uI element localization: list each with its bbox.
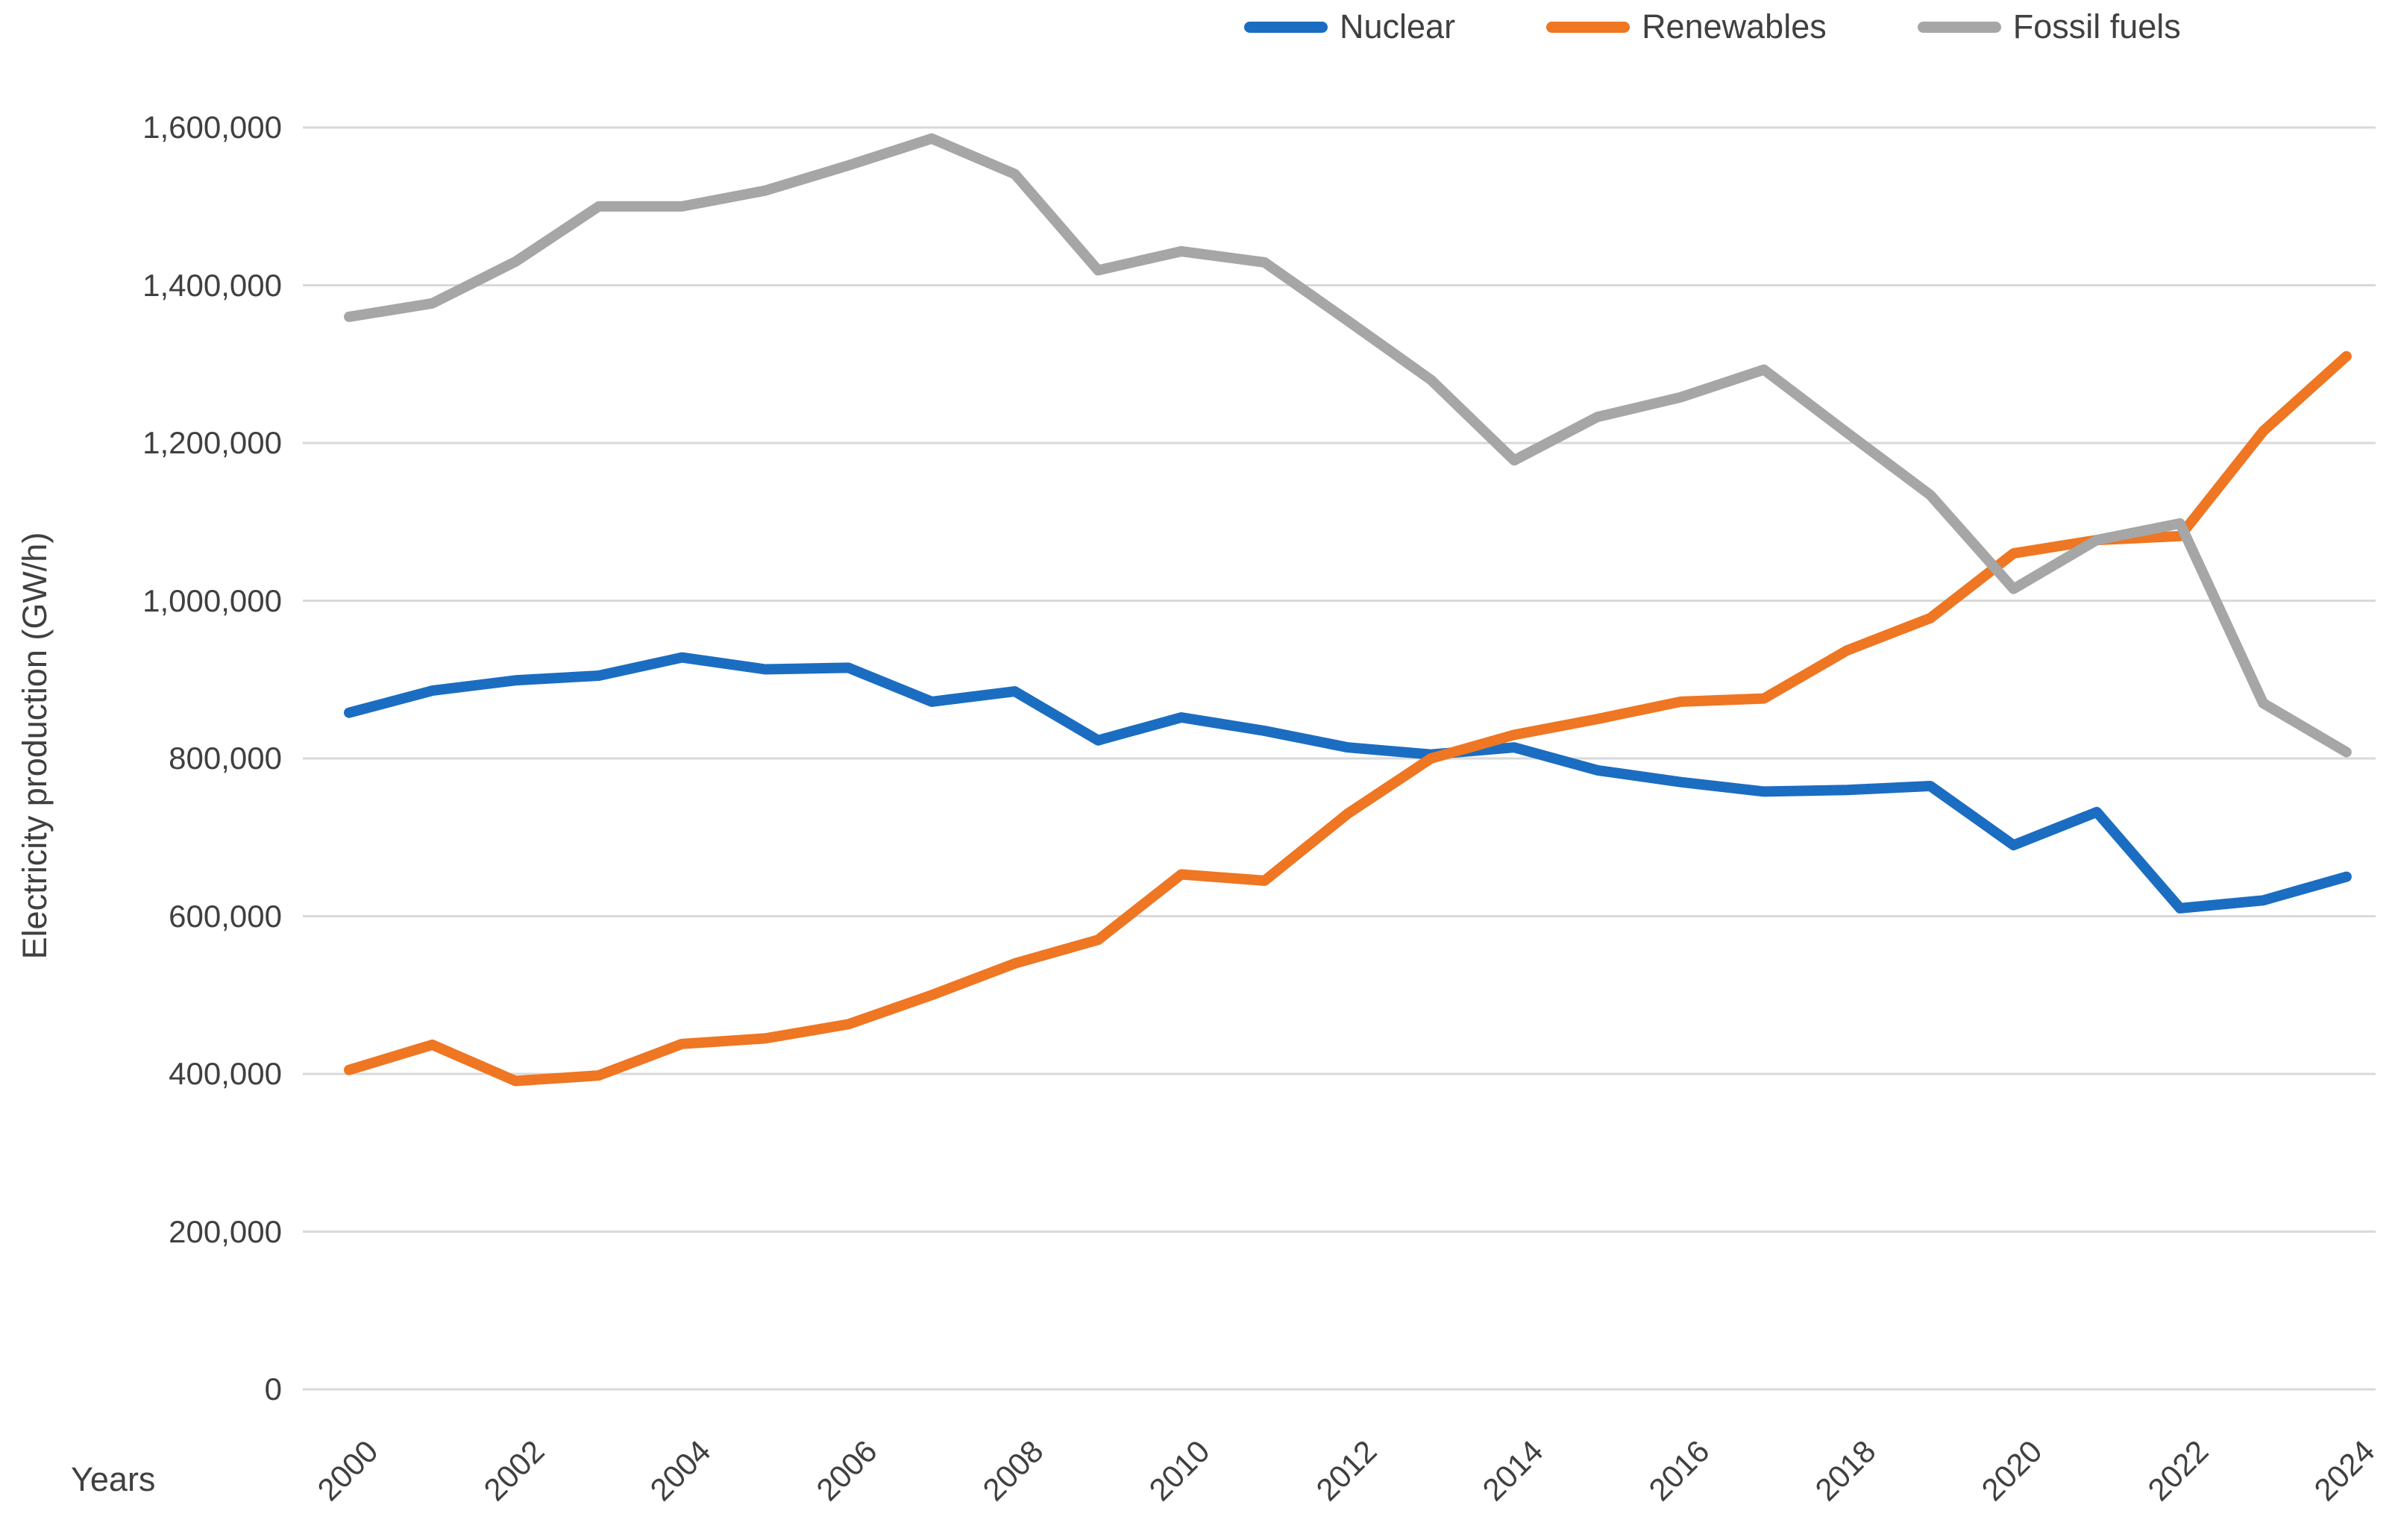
renewables-series-line[interactable] xyxy=(344,351,2352,1087)
y-tick-label: 400,000 xyxy=(169,1056,282,1091)
legend: Nuclear Renewables Fossil fuels xyxy=(1244,7,2181,46)
fossil-fuels-line-swatch xyxy=(1917,21,2001,33)
y-tick-label: 1,000,000 xyxy=(142,582,282,618)
renewables-line-swatch xyxy=(1546,21,1630,33)
fossil-fuels-series-line[interactable] xyxy=(344,133,2352,758)
y-tick-label: 1,400,000 xyxy=(142,267,282,303)
y-tick-label: 800,000 xyxy=(169,741,282,776)
legend-label-fossil-fuels: Fossil fuels xyxy=(2012,7,2181,45)
nuclear-series-line[interactable] xyxy=(344,652,2352,914)
nuclear-line-swatch xyxy=(1244,21,1328,33)
x-axis-title: Years xyxy=(71,1460,156,1498)
legend-label-nuclear: Nuclear xyxy=(1340,7,1456,45)
legend-item-fossil-fuels[interactable]: Fossil fuels xyxy=(1917,7,2181,46)
legend-item-renewables[interactable]: Renewables xyxy=(1546,7,1827,46)
y-tick-label: 1,200,000 xyxy=(142,425,282,460)
y-tick-label: 1,600,000 xyxy=(142,110,282,145)
y-tick-label: 600,000 xyxy=(169,898,282,934)
gridlines xyxy=(303,126,2376,1391)
legend-item-nuclear[interactable]: Nuclear xyxy=(1244,7,1455,46)
y-tick-label: 0 xyxy=(264,1371,282,1407)
legend-label-renewables: Renewables xyxy=(1642,7,1827,45)
y-tick-label: 200,000 xyxy=(169,1213,282,1249)
